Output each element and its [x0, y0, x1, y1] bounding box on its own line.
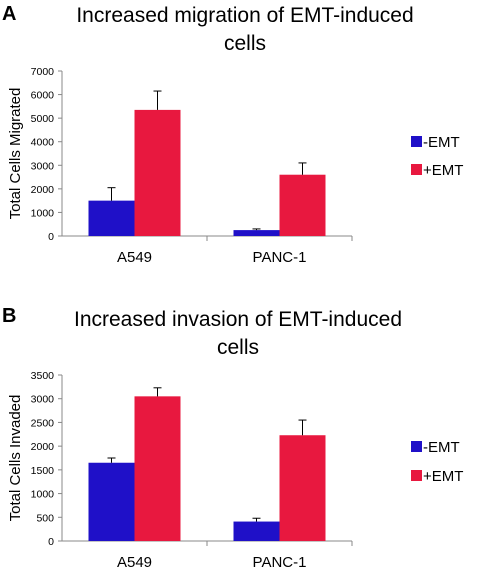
y-tick-label: 3000: [31, 160, 55, 172]
y-tick-label: 2000: [31, 184, 55, 196]
bar-emt-panc-1: [233, 230, 280, 236]
x-tick-label: PANC-1: [253, 249, 307, 266]
y-tick-label: 4000: [31, 137, 55, 149]
y-tick-label: 500: [36, 512, 54, 524]
y-tick-label: 6000: [31, 90, 55, 102]
y-tick-label: 0: [48, 231, 54, 243]
chart-title-line: Increased invasion of EMT-induced: [74, 308, 402, 331]
y-axis-label: Total Cells Migrated: [7, 88, 24, 220]
chart-panel-a: A Increased migration of EMT-induced cells…: [2, 3, 463, 266]
y-tick-label: 5000: [31, 113, 55, 125]
y-tick-label: 0: [48, 536, 54, 548]
panel-letter: A: [2, 3, 16, 25]
x-tick-label: A549: [117, 554, 152, 569]
y-tick-label: 1000: [31, 489, 55, 501]
panel-letter: B: [2, 305, 16, 327]
bar-emt-a549: [134, 109, 181, 236]
y-axis-label: Total Cells Invaded: [7, 395, 24, 522]
legend-label: -EMT: [423, 439, 460, 456]
y-tick-label: 3500: [31, 370, 55, 382]
bar-emt-panc-1: [279, 174, 326, 236]
legend-label: +EMT: [423, 162, 463, 179]
y-tick-label: 2500: [31, 417, 55, 429]
x-tick-label: PANC-1: [253, 554, 307, 569]
bar-emt-panc-1: [279, 435, 326, 541]
bar-emt-a549: [134, 396, 181, 541]
legend-swatch: [411, 470, 422, 481]
y-tick-label: 1500: [31, 465, 55, 477]
bar-emt-a549: [88, 200, 135, 236]
y-tick-label: 7000: [31, 66, 55, 78]
bar-emt-panc-1: [233, 521, 280, 541]
legend-label: +EMT: [423, 468, 463, 485]
legend-swatch: [411, 136, 422, 147]
y-tick-label: 3000: [31, 394, 55, 406]
chart-title-line: cells: [224, 32, 266, 55]
legend-swatch: [411, 164, 422, 175]
chart-title-line: Increased migration of EMT-induced: [76, 4, 413, 27]
chart-title-line: cells: [217, 336, 259, 359]
chart-panel-b: B Increased invasion of EMT-induced cells 0…: [2, 305, 463, 569]
y-tick-label: 2000: [31, 441, 55, 453]
legend-swatch: [411, 441, 422, 452]
y-tick-label: 1000: [31, 207, 55, 219]
bar-emt-a549: [88, 462, 135, 541]
x-tick-label: A549: [117, 249, 152, 266]
legend-label: -EMT: [423, 134, 460, 151]
